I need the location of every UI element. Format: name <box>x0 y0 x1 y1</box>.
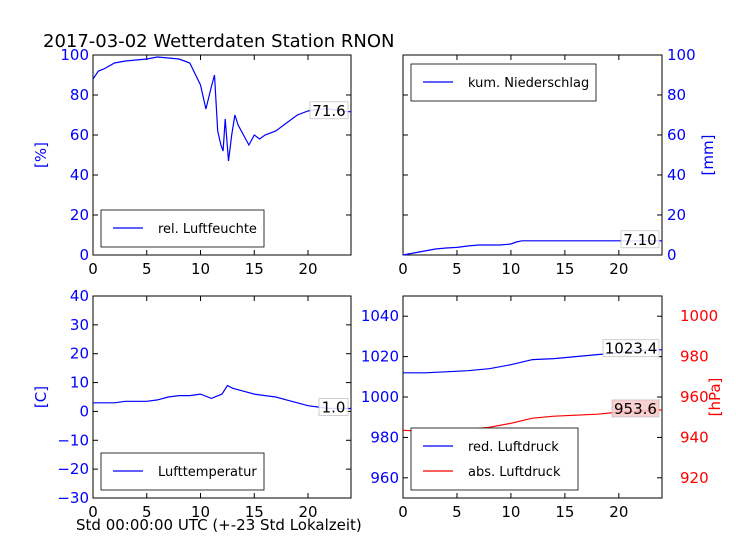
panel-bottom-left-ytick-label: 10 <box>70 374 89 392</box>
panel-top-left-ytick-label: 0 <box>79 246 89 264</box>
panel-bottom-right-ytick-right-label: 1000 <box>680 307 718 325</box>
figure-title: 2017-03-02 Wetterdaten Station RNON <box>43 31 395 52</box>
panel-bottom-right-legend-label: abs. Luftdruck <box>468 465 561 480</box>
panel-top-right-frame <box>402 54 663 256</box>
panel-bottom-left-xtick-label: 10 <box>191 503 210 521</box>
panel-bottom-left-xtick-label: 15 <box>245 503 264 521</box>
panel-bottom-right-xtick-label: 5 <box>452 503 462 521</box>
panel-bottom-left-ylabel: [C] <box>32 386 50 408</box>
panel-top-right-ytick-label: 80 <box>667 86 686 104</box>
panel-bottom-right-legend <box>410 427 579 491</box>
panel-top-right-annotation-label: 7.10 <box>623 231 656 249</box>
panel-top-right-legend-label: kum. Niederschlag <box>468 76 589 91</box>
panel-bottom-right-ytick-label: 1020 <box>361 348 399 366</box>
panel-top-right-series-line <box>402 240 662 256</box>
panel-bottom-right-ytick-right-label: 960 <box>680 388 709 406</box>
panel-bottom-left-xtick-label: 20 <box>298 503 317 521</box>
panel-top-left-xtick-label: 15 <box>245 260 264 278</box>
panel-top-right-xtick-label: 10 <box>501 260 520 278</box>
panel-bottom-right-ytick-label: 1000 <box>361 388 399 406</box>
panel-top-right-ytick-label: 100 <box>667 46 696 64</box>
panel-top-left-ytick-label: 80 <box>70 86 89 104</box>
panel-top-right-annotation-box <box>620 230 660 249</box>
panel-bottom-right-ytick-right-label: 920 <box>680 469 709 487</box>
panel-top-right-xtick-label: 5 <box>452 260 462 278</box>
panel-top-left-xtick-label: 5 <box>142 260 152 278</box>
panel-bottom-right-ytick-label: 960 <box>370 469 399 487</box>
panel-bottom-right-annotation-label: 953.6 <box>614 400 657 418</box>
panel-top-left-xtick-label: 20 <box>298 260 317 278</box>
panel-top-right-ytick-label: 20 <box>667 206 686 224</box>
panel-bottom-left-ytick-label: 30 <box>70 316 89 334</box>
panel-bottom-right-xtick-label: 15 <box>555 503 574 521</box>
panel-top-left-annotation-box <box>309 101 349 120</box>
panel-top-left-ytick-label: 60 <box>70 126 89 144</box>
panel-bottom-left-ytick-label: 20 <box>70 345 89 363</box>
panel-bottom-left-series-line <box>93 384 351 410</box>
panel-top-left-ytick-label: 20 <box>70 206 89 224</box>
panel-bottom-left-ytick-label: 40 <box>70 287 89 305</box>
panel-top-right-ytick-label: 40 <box>667 166 686 184</box>
panel-top-right-xtick-label: 20 <box>609 260 628 278</box>
panel-top-right-xtick-label: 15 <box>555 260 574 278</box>
panel-top-right-xtick-label: 0 <box>398 260 408 278</box>
panel-bottom-left-annotation-box <box>318 398 349 416</box>
panel-top-left-xtick-label: 0 <box>88 260 98 278</box>
panel-bottom-right-ylabel: [hPa] <box>706 378 724 417</box>
panel-bottom-left-annotation-label: 1.0 <box>322 399 346 417</box>
panel-top-left-xtick-label: 10 <box>191 260 210 278</box>
panel-top-left-legend-label: rel. Luftfeuchte <box>158 222 257 237</box>
panel-top-left-ylabel: [%] <box>32 142 50 168</box>
panel-bottom-right-xtick-label: 20 <box>609 503 628 521</box>
panel-bottom-right-legend-label: red. Luftdruck <box>468 440 559 455</box>
panel-top-left-ytick-label: 100 <box>60 46 89 64</box>
panel-bottom-left-ytick-label: −30 <box>57 489 89 507</box>
panel-bottom-right-annotation-label: 1023.4 <box>605 340 658 358</box>
panel-top-left-series-line <box>92 56 352 162</box>
panel-top-right-ytick-label: 0 <box>667 246 677 264</box>
panel-top-left-frame <box>92 54 352 256</box>
panel-bottom-right-ytick-right-label: 940 <box>680 428 709 446</box>
panel-bottom-right-ytick-label: 980 <box>370 428 399 446</box>
panel-top-left-annotation-label: 71.6 <box>312 102 345 120</box>
panel-bottom-left-ytick-label: 0 <box>79 402 89 420</box>
panel-bottom-right-xtick-label: 0 <box>398 503 408 521</box>
panel-bottom-left-ytick-label: −20 <box>57 460 89 478</box>
panel-bottom-left-legend-label: Lufttemperatur <box>158 465 257 480</box>
panel-bottom-right-ytick-right-label: 980 <box>680 348 709 366</box>
panel-bottom-left-xtick-label: 0 <box>88 503 98 521</box>
panel-top-right-legend <box>410 63 597 102</box>
x-axis-caption: Std 00:00:00 UTC (+-23 Std Lokalzeit) <box>76 516 362 534</box>
panel-bottom-right-xtick-label: 10 <box>501 503 520 521</box>
panel-top-right-ytick-label: 60 <box>667 126 686 144</box>
panel-bottom-left-ytick-label: −10 <box>57 431 89 449</box>
panel-top-right-ylabel: [mm] <box>699 135 717 176</box>
panel-bottom-right-ytick-label: 1040 <box>361 307 399 325</box>
panel-top-left-ytick-label: 40 <box>70 166 89 184</box>
panel-bottom-left-xtick-label: 5 <box>142 503 152 521</box>
panel-bottom-right-annotation-box <box>602 339 660 358</box>
panel-bottom-right-annotation-box <box>611 399 660 418</box>
panel-bottom-left-frame <box>92 295 352 499</box>
